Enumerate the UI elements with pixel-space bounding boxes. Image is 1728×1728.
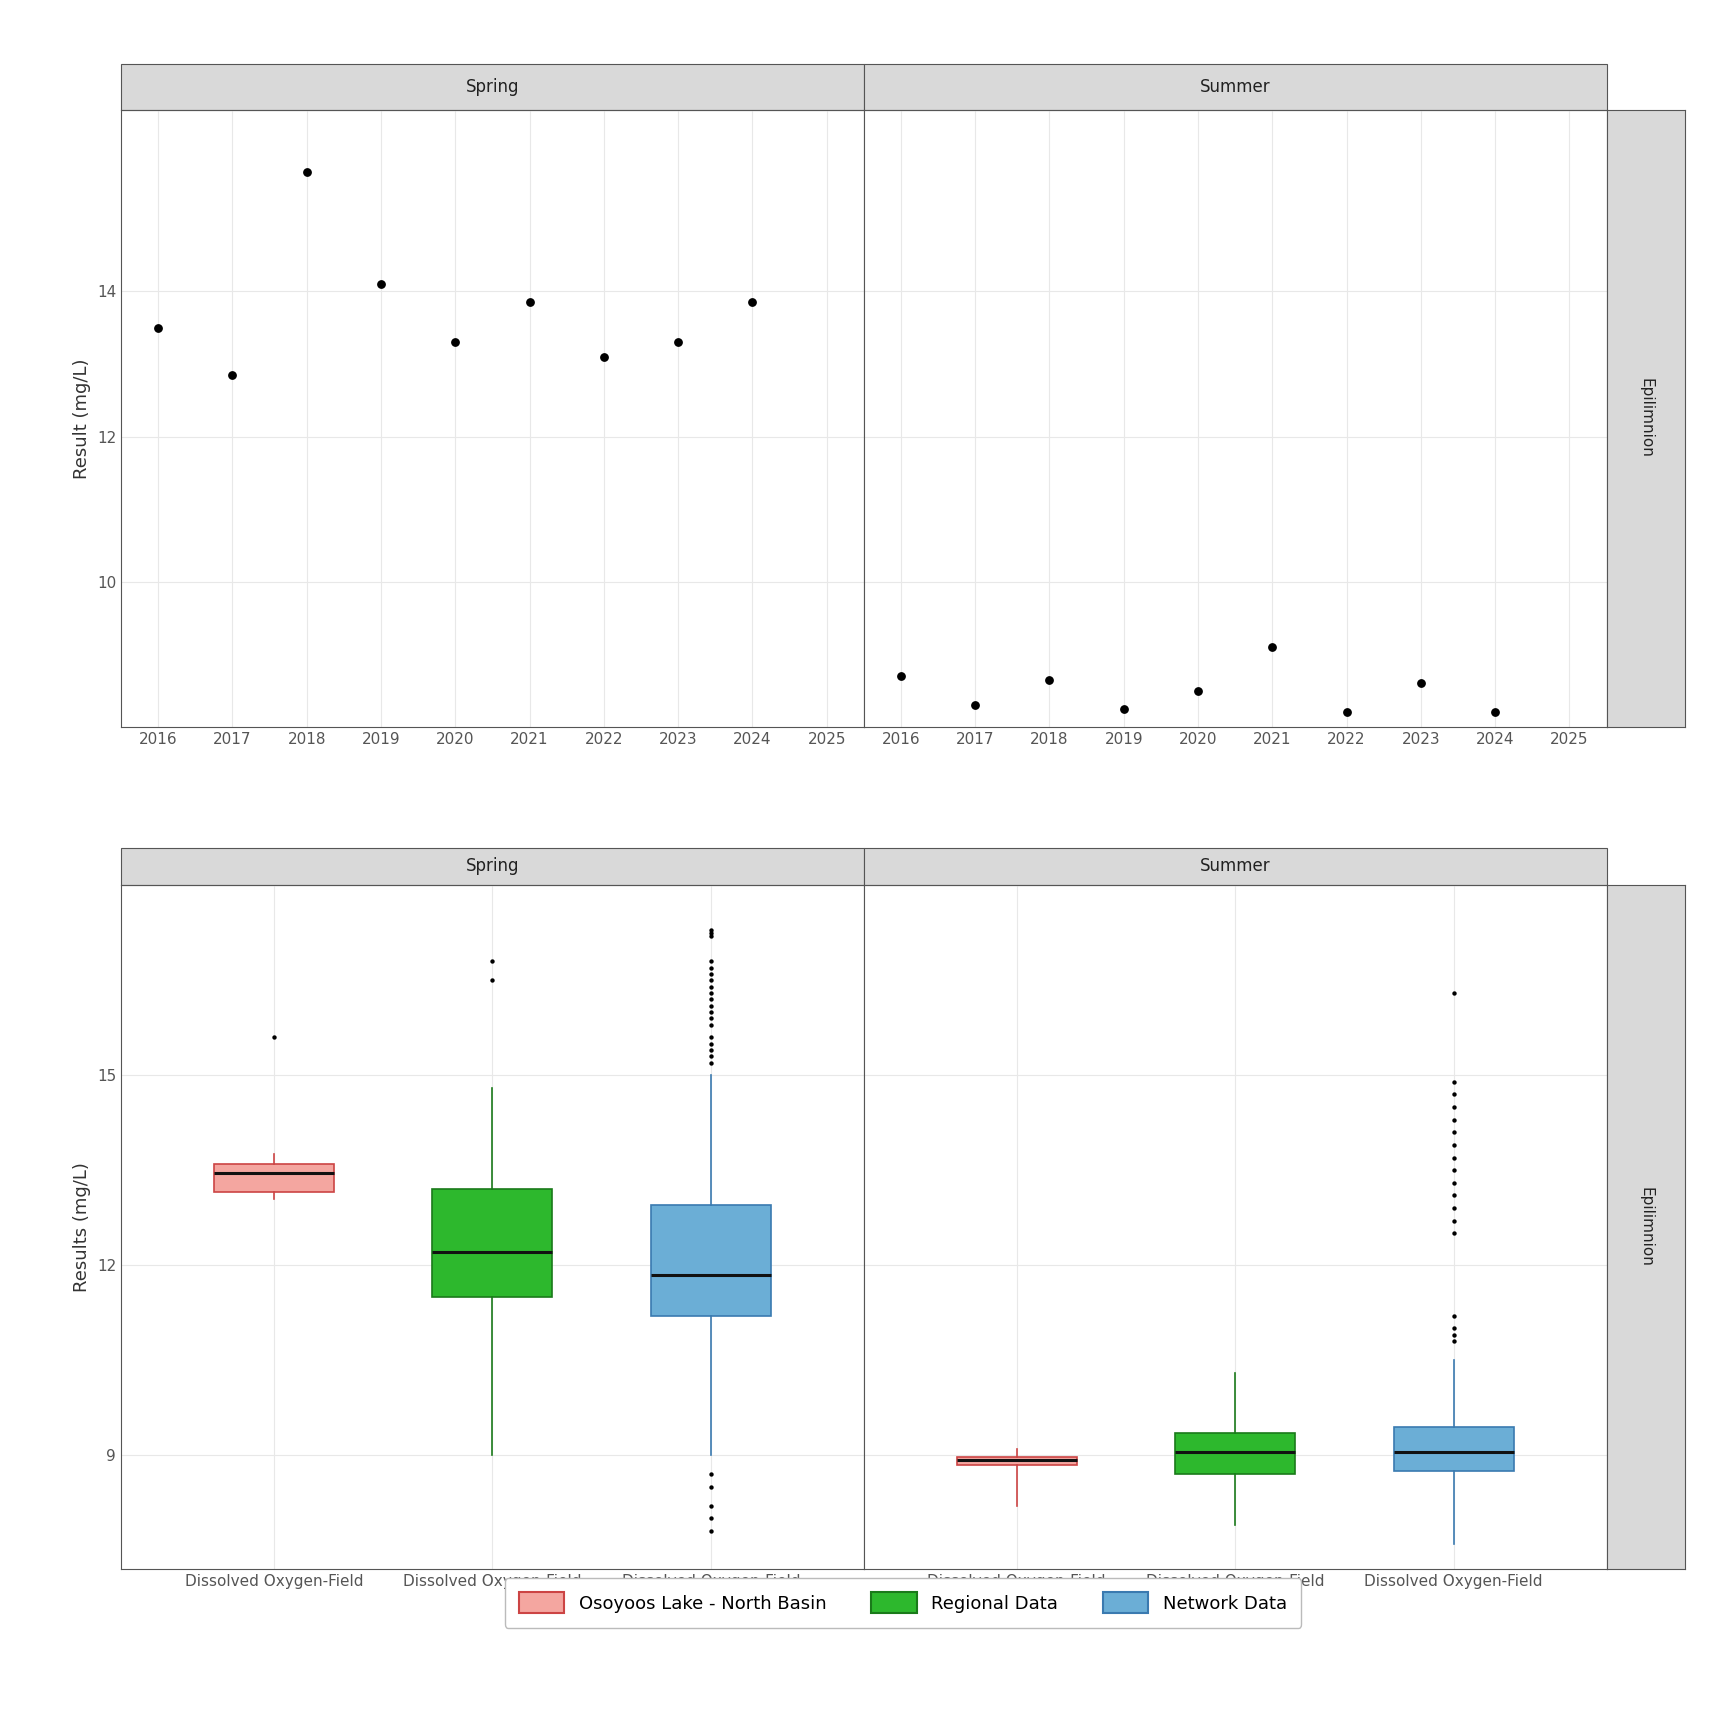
Point [1407, 669, 1434, 696]
Bar [957, 1457, 1077, 1465]
Point [696, 1030, 724, 1058]
Point [696, 1042, 724, 1070]
Bar [432, 1189, 553, 1296]
Point [1439, 1132, 1467, 1159]
Point [143, 314, 171, 342]
Text: Dissolved Oxygen-Field: Dissolved Oxygen-Field [121, 78, 506, 107]
Point [696, 1491, 724, 1519]
Point [696, 961, 724, 988]
Text: Summer: Summer [1199, 78, 1270, 95]
Point [696, 1004, 724, 1032]
Y-axis label: Results (mg/L): Results (mg/L) [73, 1163, 92, 1293]
Point [261, 1023, 289, 1051]
Y-axis label: Result (mg/L): Result (mg/L) [73, 358, 92, 479]
Point [366, 270, 394, 297]
Point [961, 691, 988, 719]
Point [696, 973, 724, 1001]
Point [1258, 632, 1286, 660]
Point [1439, 1170, 1467, 1198]
Point [1439, 1182, 1467, 1210]
Point [696, 985, 724, 1013]
Text: Comparison with Network Data: Comparison with Network Data [121, 854, 634, 881]
Point [1439, 1327, 1467, 1355]
Legend: Osoyoos Lake - North Basin, Regional Data, Network Data: Osoyoos Lake - North Basin, Regional Dat… [505, 1578, 1301, 1628]
Point [292, 157, 320, 185]
Point [696, 1037, 724, 1064]
Point [1439, 1315, 1467, 1343]
Point [1439, 1320, 1467, 1348]
Point [696, 954, 724, 982]
Point [696, 1011, 724, 1039]
Text: Summer: Summer [1199, 857, 1270, 876]
Point [886, 662, 914, 689]
Point [696, 1517, 724, 1545]
Point [1439, 1156, 1467, 1184]
Point [664, 328, 691, 356]
Point [1035, 665, 1063, 693]
Point [1439, 980, 1467, 1007]
Point [515, 289, 543, 316]
Bar [121, 64, 864, 111]
Point [696, 992, 724, 1020]
Point [441, 328, 468, 356]
Point [1439, 1144, 1467, 1172]
Point [696, 1460, 724, 1488]
Point [1439, 1220, 1467, 1248]
Point [1439, 1301, 1467, 1329]
Bar [1175, 1433, 1296, 1474]
Point [738, 289, 766, 316]
Point [696, 999, 724, 1026]
Text: Spring: Spring [465, 78, 518, 95]
Point [696, 923, 724, 950]
Point [589, 342, 617, 370]
Point [1439, 1094, 1467, 1121]
Point [696, 1049, 724, 1077]
Point [1481, 698, 1509, 726]
Point [1439, 1080, 1467, 1108]
Point [1439, 1118, 1467, 1146]
Point [696, 980, 724, 1007]
Point [1439, 1194, 1467, 1222]
Point [696, 919, 724, 947]
Point [696, 1472, 724, 1500]
Point [696, 1505, 724, 1533]
Text: Spring: Spring [465, 857, 518, 876]
Point [696, 966, 724, 994]
Point [696, 1023, 724, 1051]
Point [1109, 695, 1137, 722]
Point [696, 947, 724, 975]
Text: Epilimnion: Epilimnion [1638, 378, 1654, 458]
Point [696, 916, 724, 943]
Bar [1393, 1427, 1514, 1471]
Point [479, 966, 506, 994]
Bar [121, 848, 864, 885]
Point [1184, 677, 1211, 705]
Bar [214, 1165, 334, 1192]
Point [1332, 698, 1360, 726]
Point [1439, 1068, 1467, 1096]
Bar [864, 848, 1607, 885]
Point [218, 361, 245, 389]
Text: Epilimnion: Epilimnion [1638, 1187, 1654, 1267]
Point [1439, 1206, 1467, 1234]
Point [479, 947, 506, 975]
Bar [864, 64, 1607, 111]
Point [1439, 1106, 1467, 1134]
Bar [651, 1204, 771, 1315]
